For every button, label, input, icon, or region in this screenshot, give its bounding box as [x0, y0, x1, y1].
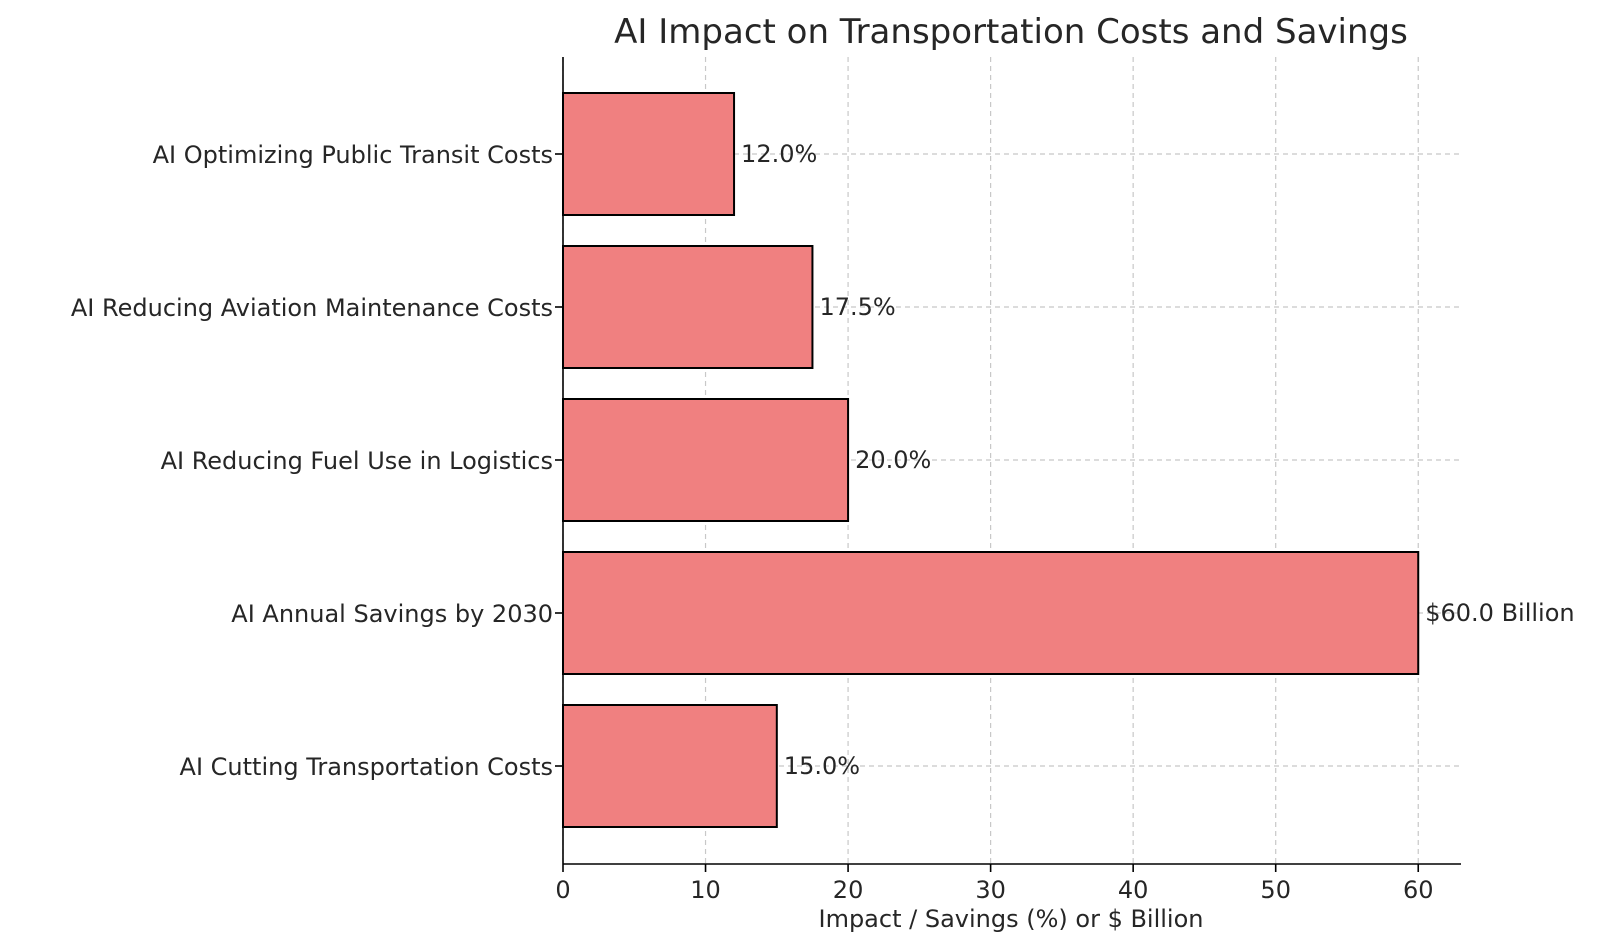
- y-tick-label: AI Optimizing Public Transit Costs: [153, 141, 553, 169]
- bar-value-label: 17.5%: [819, 293, 895, 321]
- chart-title: AI Impact on Transportation Costs and Sa…: [614, 12, 1408, 52]
- x-tick-label: 40: [1118, 876, 1149, 904]
- x-tick-label: 0: [555, 876, 570, 904]
- bar-layer: [562, 92, 1420, 828]
- bar-value-label: 12.0%: [741, 140, 817, 168]
- x-tick-label: 20: [833, 876, 864, 904]
- bar-value-label: $60.0 Billion: [1425, 599, 1574, 627]
- y-tick-label: AI Reducing Aviation Maintenance Costs: [71, 294, 553, 322]
- axis-layer: [555, 57, 1461, 872]
- bar: [562, 92, 736, 216]
- x-tick-label: 60: [1403, 876, 1434, 904]
- label-layer: 0 10 20 30 40 50 60 AI Cutting Transportation C…: [71, 140, 1575, 904]
- x-axis-label: Impact / Savings (%) or $ Billion: [818, 905, 1203, 933]
- y-tick-label: AI Cutting Transportation Costs: [180, 753, 553, 781]
- bar-value-label: 20.0%: [855, 446, 931, 474]
- bar: [562, 245, 814, 369]
- bar-value-label: 15.0%: [784, 752, 860, 780]
- x-tick-label: 30: [975, 876, 1006, 904]
- bar: [562, 704, 778, 828]
- bar: [562, 551, 1420, 675]
- x-tick-label: 50: [1260, 876, 1291, 904]
- y-tick-label: AI Reducing Fuel Use in Logistics: [161, 447, 553, 475]
- y-tick-label: AI Annual Savings by 2030: [231, 600, 553, 628]
- x-tick-label: 10: [690, 876, 721, 904]
- bar: [562, 398, 850, 522]
